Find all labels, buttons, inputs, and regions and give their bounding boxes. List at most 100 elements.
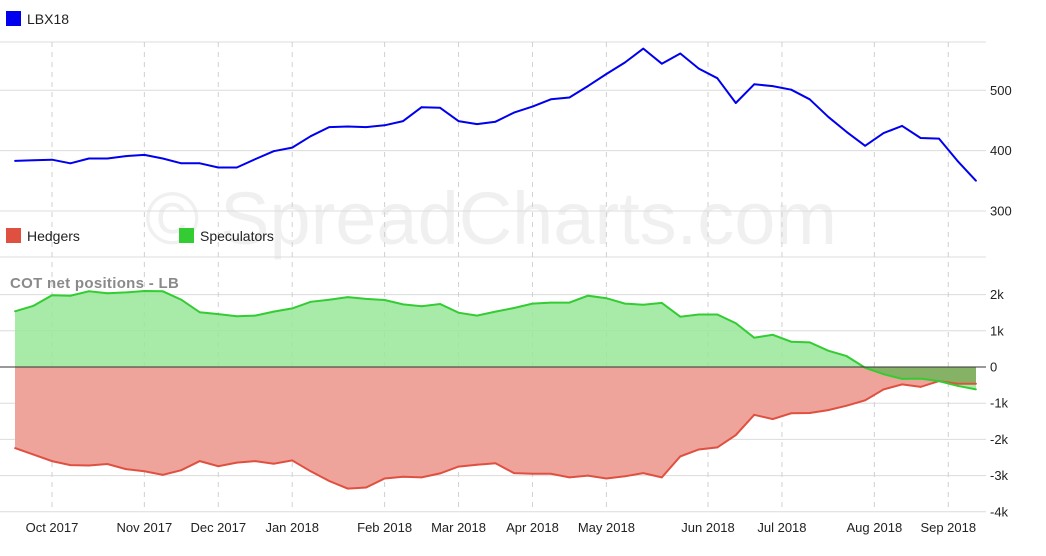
- price-point: [402, 120, 404, 122]
- price-point: [864, 144, 866, 147]
- hedgers-point: [919, 386, 922, 388]
- hedgers-point: [32, 453, 35, 456]
- hedgers-point: [365, 486, 367, 489]
- hedgers-point: [494, 462, 497, 465]
- price-point: [125, 155, 127, 158]
- price-point: [808, 98, 811, 101]
- price-point: [309, 135, 312, 138]
- hedgers-point: [291, 459, 294, 462]
- hedgers-point: [808, 412, 811, 414]
- speculators-point: [420, 305, 423, 308]
- price-point: [217, 166, 220, 169]
- speculators-point: [679, 315, 682, 318]
- price-point: [550, 98, 552, 101]
- speculators-point: [217, 313, 220, 315]
- price-point: [642, 47, 645, 50]
- bottom-y-tick-label: -3k: [990, 468, 1009, 483]
- speculators-point: [808, 341, 811, 344]
- hedgers-point: [753, 413, 756, 416]
- speculators-point: [919, 377, 922, 380]
- price-point: [919, 137, 922, 139]
- speculators-point: [827, 349, 830, 352]
- price-point: [660, 62, 663, 65]
- legend-swatch-hedgers: [6, 228, 21, 243]
- speculators-point: [642, 303, 645, 306]
- hedgers-point: [383, 477, 386, 480]
- hedgers-point: [125, 468, 127, 470]
- speculators-point: [790, 340, 793, 343]
- hedgers-point: [346, 487, 349, 490]
- bottom-y-tick-label: -2k: [990, 432, 1009, 447]
- speculators-point: [513, 307, 515, 309]
- x-tick-label: Jan 2018: [265, 520, 319, 535]
- hedgers-point: [679, 455, 682, 458]
- price-point: [513, 111, 515, 114]
- bottom-panel-title: COT net positions - LB: [10, 275, 179, 292]
- price-point: [272, 150, 275, 153]
- hedgers-point: [790, 412, 793, 415]
- speculators-point: [771, 333, 774, 336]
- x-tick-label: Aug 2018: [847, 520, 903, 535]
- hedgers-point: [568, 476, 571, 479]
- speculators-point: [845, 355, 848, 357]
- price-point: [716, 77, 719, 80]
- x-tick-label: May 2018: [578, 520, 635, 535]
- price-point: [790, 88, 793, 91]
- speculators-point: [161, 290, 164, 293]
- price-point: [291, 146, 294, 149]
- hedgers-point: [198, 460, 201, 462]
- speculators-point: [291, 307, 294, 310]
- hedgers-point: [975, 382, 977, 385]
- x-tick-label: Oct 2017: [26, 520, 79, 535]
- hedgers-point: [513, 472, 515, 474]
- bottom-y-tick-label: -4k: [990, 504, 1009, 519]
- x-tick-label: Apr 2018: [506, 520, 559, 535]
- speculators-point: [143, 290, 146, 292]
- price-point: [180, 162, 183, 165]
- speculators-point: [716, 313, 719, 316]
- hedgers-point: [716, 446, 719, 449]
- speculators-point: [51, 294, 53, 297]
- speculators-point: [14, 310, 16, 313]
- price-point: [439, 106, 441, 109]
- price-point: [235, 166, 238, 169]
- speculators-point: [69, 294, 72, 297]
- bottom-y-tick-label: 1k: [990, 323, 1004, 338]
- price-point: [143, 154, 146, 156]
- hedgers-point: [457, 465, 460, 468]
- hedgers-point: [882, 388, 885, 391]
- speculators-point: [660, 302, 663, 304]
- hedgers-point: [476, 463, 478, 466]
- hedgers-point: [309, 470, 312, 473]
- speculators-point: [975, 388, 977, 391]
- x-tick-label: Sep 2018: [920, 520, 976, 535]
- hedgers-point: [14, 447, 16, 449]
- price-point: [420, 106, 423, 109]
- hedgers-point: [272, 462, 275, 465]
- hedgers-point: [734, 434, 737, 436]
- price-point: [254, 158, 257, 161]
- hedgers-point: [217, 465, 220, 468]
- hedgers-point: [771, 418, 774, 420]
- price-point: [531, 105, 534, 108]
- price-point: [88, 157, 90, 160]
- price-point: [901, 125, 903, 127]
- hedgers-point: [864, 399, 866, 402]
- price-point: [494, 120, 497, 123]
- x-tick-label: Mar 2018: [431, 520, 486, 535]
- price-point: [457, 120, 460, 122]
- x-tick-label: Nov 2017: [117, 520, 173, 535]
- speculators-point: [346, 296, 349, 298]
- price-point: [679, 52, 682, 55]
- hedgers-point: [106, 463, 109, 465]
- price-point: [51, 158, 53, 161]
- speculators-point: [180, 298, 183, 301]
- price-point: [383, 124, 386, 127]
- bottom-y-tick-label: 0: [990, 360, 997, 375]
- price-point: [106, 157, 109, 160]
- price-point: [605, 73, 608, 75]
- price-point: [14, 160, 16, 162]
- hedgers-point: [69, 464, 72, 466]
- price-point: [69, 162, 72, 165]
- price-point: [624, 61, 626, 64]
